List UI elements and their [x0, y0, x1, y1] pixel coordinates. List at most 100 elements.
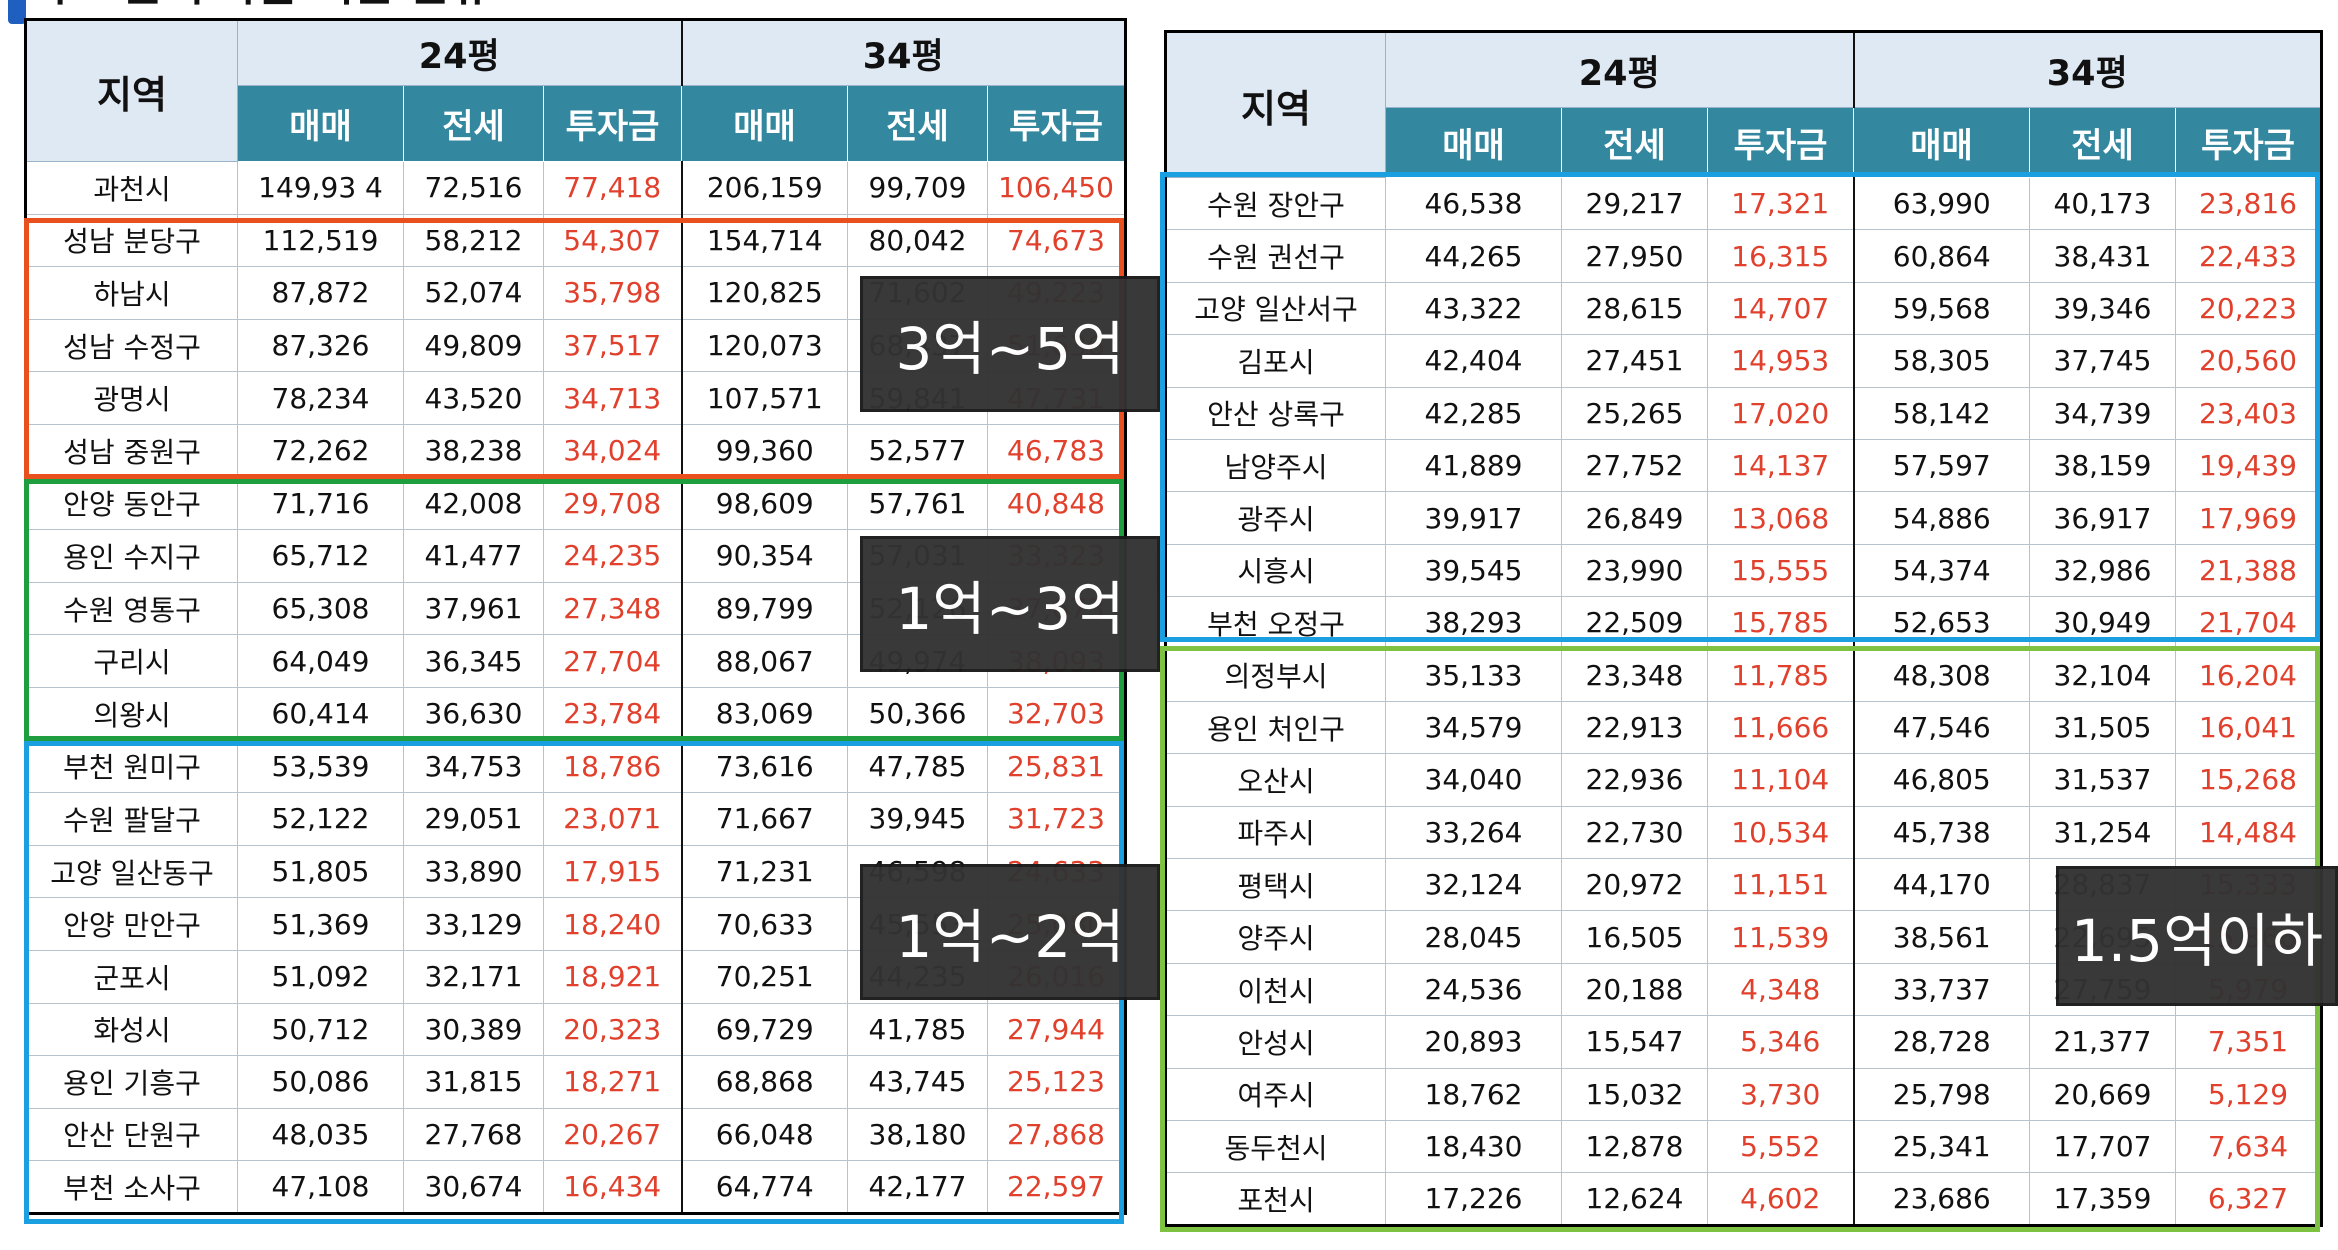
investment-cell: 18,271 [543, 1055, 682, 1109]
jeonse-price-cell: 34,753 [403, 739, 544, 794]
sale-price-cell: 63,990 [1852, 176, 2030, 231]
sale-price-cell: 50,086 [237, 1055, 404, 1109]
investment-cell: 54,307 [543, 213, 682, 268]
sale-price-cell: 78,234 [237, 371, 404, 425]
table-row: 용인 처인구 34,579 22,913 11,666 47,546 31,505 16,0… [1165, 700, 2322, 755]
investment-cell: 19,439 [2175, 438, 2322, 493]
region-cell: 과천시 [25, 161, 238, 215]
region-cell: 의왕시 [25, 686, 238, 741]
jeonse-price-cell: 31,254 [2029, 805, 2176, 860]
jeonse-price-cell: 22,936 [1561, 753, 1708, 807]
region-cell: 하남시 [25, 266, 238, 320]
sale-price-cell: 54,886 [1852, 491, 2030, 545]
jeonse-price-cell: 15,547 [1561, 1015, 1708, 1069]
table-row: 수원 권선구 44,265 27,950 16,315 60,864 38,431 22,4… [1165, 229, 2322, 283]
sale-price-cell: 149,93 4 [237, 161, 404, 215]
investment-cell: 7,634 [2175, 1120, 2322, 1174]
sale-price-cell: 28,045 [1385, 910, 1562, 964]
sale-price-cell: 57,597 [1852, 438, 2030, 493]
jeonse-price-cell: 49,809 [403, 318, 544, 373]
jeonse-price-cell: 42,177 [847, 1160, 988, 1214]
investment-cell: 20,267 [543, 1107, 682, 1162]
sub-header-sale: 매매 [681, 85, 848, 162]
table-row: 동두천시 18,430 12,878 5,552 25,341 17,707 7,634 [1165, 1120, 2322, 1174]
group-label-1to3: 1억~3억 [860, 536, 1160, 672]
title-fragment: 수도권 투자금 기준 분류 [0, 0, 640, 24]
sale-price-cell: 65,308 [237, 581, 404, 636]
jeonse-price-cell: 38,159 [2029, 438, 2176, 493]
price-table-right: 지역 24평 34평 매매 전세 투자금 매매 전세 투자금 수원 장안구 46,… [1164, 30, 2323, 1227]
jeonse-price-cell: 38,180 [847, 1107, 988, 1162]
table-row: 안성시 20,893 15,547 5,346 28,728 21,377 7,351 [1165, 1015, 2322, 1069]
size-header-24: 24평 [1385, 31, 1854, 108]
group-label-under-1-5: 1.5억이하 [2056, 866, 2338, 1006]
sale-price-cell: 47,108 [237, 1160, 404, 1214]
jeonse-price-cell: 12,878 [1561, 1120, 1708, 1174]
sale-price-cell: 64,774 [680, 1160, 848, 1214]
table-row: 의정부시 35,133 23,348 11,785 48,308 32,104 16,204 [1165, 648, 2322, 702]
investment-cell: 22,433 [2175, 229, 2322, 283]
investment-cell: 5,346 [1707, 1015, 1854, 1069]
investment-cell: 34,713 [543, 371, 682, 425]
region-cell: 성남 분당구 [25, 213, 238, 268]
group-label-3to5: 3억~5억 [860, 276, 1160, 412]
region-cell: 안산 단원구 [25, 1107, 238, 1162]
sale-price-cell: 58,142 [1852, 386, 2030, 440]
table-row: 부천 원미구 53,539 34,753 18,786 73,616 47,785 25,8… [25, 739, 1126, 794]
sale-price-cell: 206,159 [680, 161, 848, 215]
investment-cell: 11,151 [1707, 858, 1854, 912]
sale-price-cell: 120,073 [680, 318, 848, 373]
jeonse-price-cell: 26,849 [1561, 491, 1708, 545]
region-cell: 안성시 [1165, 1015, 1386, 1069]
table-row: 의왕시 60,414 36,630 23,784 83,069 50,366 32,703 [25, 686, 1126, 741]
jeonse-price-cell: 15,032 [1561, 1067, 1708, 1122]
sale-price-cell: 51,369 [237, 897, 404, 951]
investment-cell: 20,560 [2175, 334, 2322, 388]
jeonse-price-cell: 38,431 [2029, 229, 2176, 283]
jeonse-price-cell: 34,739 [2029, 386, 2176, 440]
sale-price-cell: 42,404 [1385, 334, 1562, 388]
group-label-1to2: 1억~2억 [860, 864, 1160, 1000]
investment-cell: 25,831 [987, 739, 1126, 794]
jeonse-price-cell: 28,615 [1561, 281, 1708, 336]
sub-header-sale: 매매 [1853, 107, 2030, 178]
investment-cell: 11,785 [1707, 648, 1854, 702]
region-cell: 고양 일산서구 [1165, 281, 1386, 336]
sub-header-investment: 투자금 [1707, 107, 1854, 178]
region-cell: 부천 소사구 [25, 1160, 238, 1214]
sale-price-cell: 71,231 [680, 844, 848, 899]
sale-price-cell: 52,653 [1852, 596, 2030, 650]
table-row: 성남 분당구 112,519 58,212 54,307 154,714 80,042 74… [25, 213, 1126, 268]
investment-cell: 14,137 [1707, 438, 1854, 493]
table-row: 광주시 39,917 26,849 13,068 54,886 36,917 17,969 [1165, 491, 2322, 545]
jeonse-price-cell: 23,348 [1561, 648, 1708, 702]
sale-price-cell: 60,864 [1852, 229, 2030, 283]
jeonse-price-cell: 39,346 [2029, 281, 2176, 336]
sale-price-cell: 65,712 [237, 529, 404, 583]
sale-price-cell: 98,609 [680, 476, 848, 531]
table-row: 여주시 18,762 15,032 3,730 25,798 20,669 5,129 [1165, 1067, 2322, 1122]
sub-header-investment: 투자금 [543, 85, 682, 162]
jeonse-price-cell: 50,366 [847, 686, 988, 741]
region-cell: 안산 상록구 [1165, 386, 1386, 440]
investment-cell: 106,450 [987, 161, 1126, 215]
jeonse-price-cell: 47,785 [847, 739, 988, 794]
jeonse-price-cell: 31,537 [2029, 753, 2176, 807]
region-cell: 동두천시 [1165, 1120, 1386, 1174]
region-cell: 광명시 [25, 371, 238, 425]
investment-cell: 27,704 [543, 634, 682, 688]
investment-cell: 31,723 [987, 792, 1126, 846]
table-row: 수원 장안구 46,538 29,217 17,321 63,990 40,173 23,8… [1165, 176, 2322, 231]
sale-price-cell: 44,170 [1852, 858, 2030, 912]
table-row: 수원 팔달구 52,122 29,051 23,071 71,667 39,945 31,7… [25, 792, 1126, 846]
region-cell: 성남 수정구 [25, 318, 238, 373]
jeonse-price-cell: 21,377 [2029, 1015, 2176, 1069]
investment-cell: 74,673 [987, 213, 1126, 268]
sub-header-jeonse: 전세 [1561, 107, 1708, 178]
region-cell: 양주시 [1165, 910, 1386, 964]
sale-price-cell: 112,519 [237, 213, 404, 268]
investment-cell: 27,868 [987, 1107, 1126, 1162]
sale-price-cell: 39,545 [1385, 543, 1562, 598]
size-header-34: 34평 [680, 19, 1126, 86]
